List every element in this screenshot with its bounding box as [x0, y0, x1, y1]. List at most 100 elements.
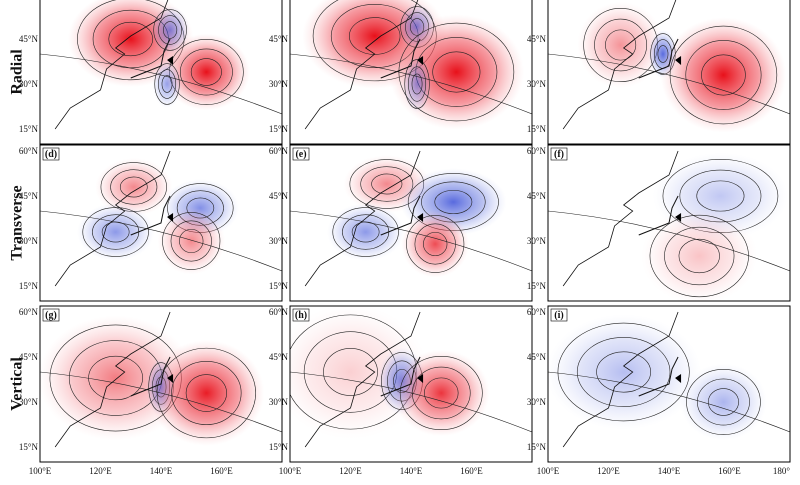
source-marker	[417, 213, 424, 222]
anomaly	[548, 314, 701, 430]
anomaly	[660, 17, 787, 133]
row-label: Radial	[9, 49, 26, 95]
lat-label: 30°N	[527, 236, 547, 246]
lat-label: 30°N	[269, 236, 289, 246]
lon-label: 160°E	[718, 466, 741, 476]
panel-frame	[289, 0, 533, 145]
anomaly	[95, 158, 173, 216]
contour	[156, 347, 256, 439]
lat-label: 60°N	[19, 146, 39, 156]
map-panel	[40, 145, 282, 301]
japan	[130, 356, 171, 397]
panel-label: (f)	[554, 149, 564, 160]
anomaly	[148, 340, 265, 446]
lon-label: 180°	[773, 466, 791, 476]
japan	[130, 38, 171, 79]
coastline	[54, 311, 171, 448]
lat-label: 45°N	[527, 352, 547, 362]
panel-label-box	[292, 308, 310, 322]
map-panel	[548, 145, 790, 301]
lon-label: 120°E	[597, 466, 620, 476]
contour	[171, 361, 242, 425]
map-panel	[548, 0, 790, 144]
lat-label: 15°N	[527, 442, 547, 452]
panel-frame	[289, 144, 533, 302]
panel-frame	[39, 0, 283, 145]
source-marker	[675, 56, 682, 65]
panel-label: (i)	[554, 310, 563, 321]
contour	[701, 54, 746, 96]
lat-label: 45°N	[527, 34, 547, 44]
contour	[179, 48, 233, 96]
panel-label: (d)	[45, 149, 57, 160]
lat-label: 60°N	[19, 307, 39, 317]
panel-label: (e)	[295, 149, 306, 160]
map-panel	[40, 0, 282, 144]
source-marker	[417, 56, 424, 65]
zero-contour	[290, 371, 532, 433]
zero-contour	[548, 371, 790, 433]
lat-label: 45°N	[269, 352, 289, 362]
lon-label: 140°E	[150, 466, 173, 476]
contour	[154, 63, 180, 105]
contour	[185, 374, 227, 412]
lat-label: 30°N	[269, 397, 289, 407]
lat-label: 60°N	[527, 307, 547, 317]
coastline	[304, 311, 421, 448]
panel-frame	[39, 144, 283, 302]
map-panel	[290, 306, 532, 462]
lat-label: 45°N	[527, 191, 547, 201]
lat-label: 30°N	[269, 79, 289, 89]
anomaly	[679, 363, 767, 441]
contour	[594, 18, 647, 72]
lon-label: 100°E	[279, 466, 302, 476]
coastline	[304, 0, 419, 130]
lon-label: 160°E	[210, 466, 233, 476]
contour	[685, 40, 762, 110]
contour	[707, 388, 739, 416]
contour	[170, 220, 212, 262]
lon-label: 120°E	[339, 466, 362, 476]
coastline	[54, 150, 171, 287]
panel-label-box	[550, 308, 568, 322]
contour	[434, 189, 473, 215]
contour	[110, 169, 158, 205]
source-marker	[167, 374, 174, 383]
contour	[696, 180, 745, 212]
contour	[408, 66, 427, 102]
row-label: Transverse	[9, 185, 26, 260]
panel-frame	[289, 305, 533, 463]
lon-label: 120°E	[89, 466, 112, 476]
anomaly	[157, 207, 226, 275]
coastline	[562, 0, 677, 130]
anomaly	[162, 33, 250, 111]
contour	[557, 322, 690, 422]
lat-label: 15°N	[19, 442, 39, 452]
contour	[605, 29, 637, 61]
lat-label: 60°N	[527, 146, 547, 156]
anomaly	[577, 1, 665, 89]
panel-label-box	[42, 147, 60, 161]
lat-label: 15°N	[527, 124, 547, 134]
lat-label: 15°N	[269, 442, 289, 452]
zero-contour	[548, 210, 790, 272]
zero-contour	[40, 371, 282, 433]
lon-label: 100°E	[29, 466, 52, 476]
panel-label-box	[550, 147, 568, 161]
lat-label: 15°N	[19, 124, 39, 134]
panel-label: (g)	[45, 310, 57, 321]
panel-label-box	[292, 147, 310, 161]
map-panel	[548, 306, 790, 462]
source-marker	[167, 56, 174, 65]
anomaly	[326, 203, 405, 261]
zero-contour	[290, 53, 532, 115]
contour	[371, 173, 403, 195]
anomaly	[402, 55, 432, 113]
lat-label: 30°N	[527, 397, 547, 407]
lat-label: 30°N	[19, 236, 39, 246]
lat-label: 15°N	[269, 281, 289, 291]
map-panel	[40, 306, 282, 462]
zero-contour	[548, 53, 790, 115]
contour	[411, 73, 423, 95]
